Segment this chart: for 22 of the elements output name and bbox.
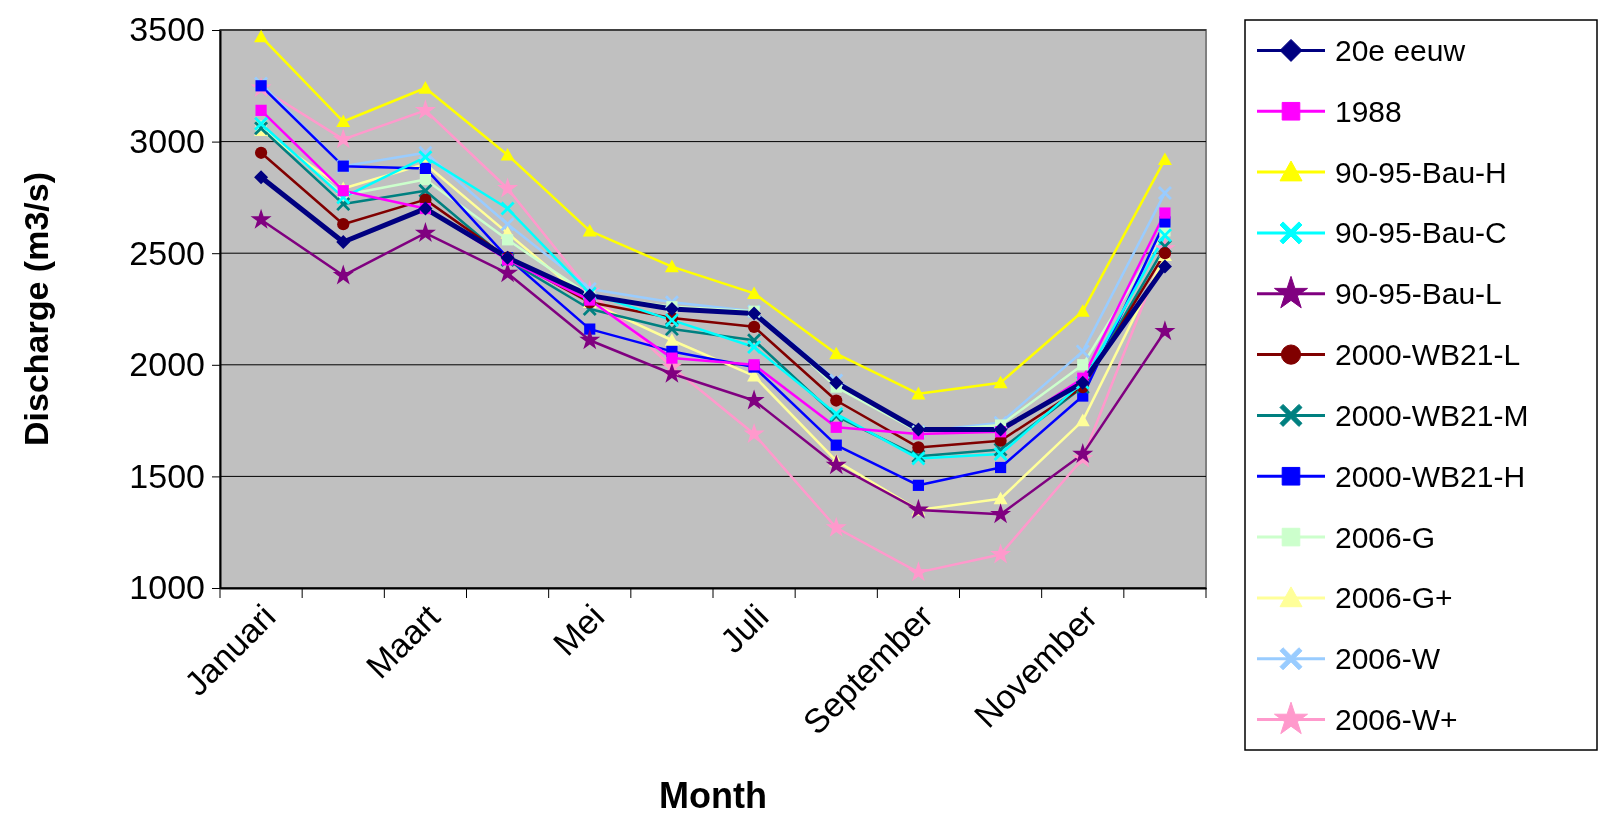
y-tick-label: 2000: [129, 345, 205, 384]
legend-label: 90-95-Bau-L: [1335, 277, 1502, 311]
x-tick-label: Mei: [545, 597, 612, 663]
legend-label: 2000-WB21-H: [1335, 459, 1526, 493]
y-axis-title: Discharge (m3/s): [17, 172, 55, 446]
legend-label: 20e eeuw: [1335, 33, 1466, 67]
x-tick-label: Juli: [712, 597, 776, 661]
legend-label: 90-95-Bau-C: [1335, 216, 1507, 250]
legend-label: 1988: [1335, 94, 1402, 128]
legend-label: 2006-G+: [1335, 581, 1453, 615]
legend-label: 2000-WB21-L: [1335, 338, 1521, 372]
y-tick-label: 1000: [129, 568, 205, 607]
legend-label: 90-95-Bau-H: [1335, 155, 1507, 189]
y-tick-label: 3500: [129, 10, 205, 49]
legend-label: 2006-G: [1335, 520, 1436, 554]
legend-label: 2006-W+: [1335, 703, 1458, 737]
x-axis-title: Month: [659, 775, 767, 816]
y-tick-label: 3000: [129, 121, 205, 160]
y-tick-label: 1500: [129, 456, 205, 495]
legend-label: 2006-W: [1335, 642, 1441, 676]
legend-label: 2000-WB21-M: [1335, 398, 1529, 432]
y-tick-label: 2500: [129, 233, 205, 272]
